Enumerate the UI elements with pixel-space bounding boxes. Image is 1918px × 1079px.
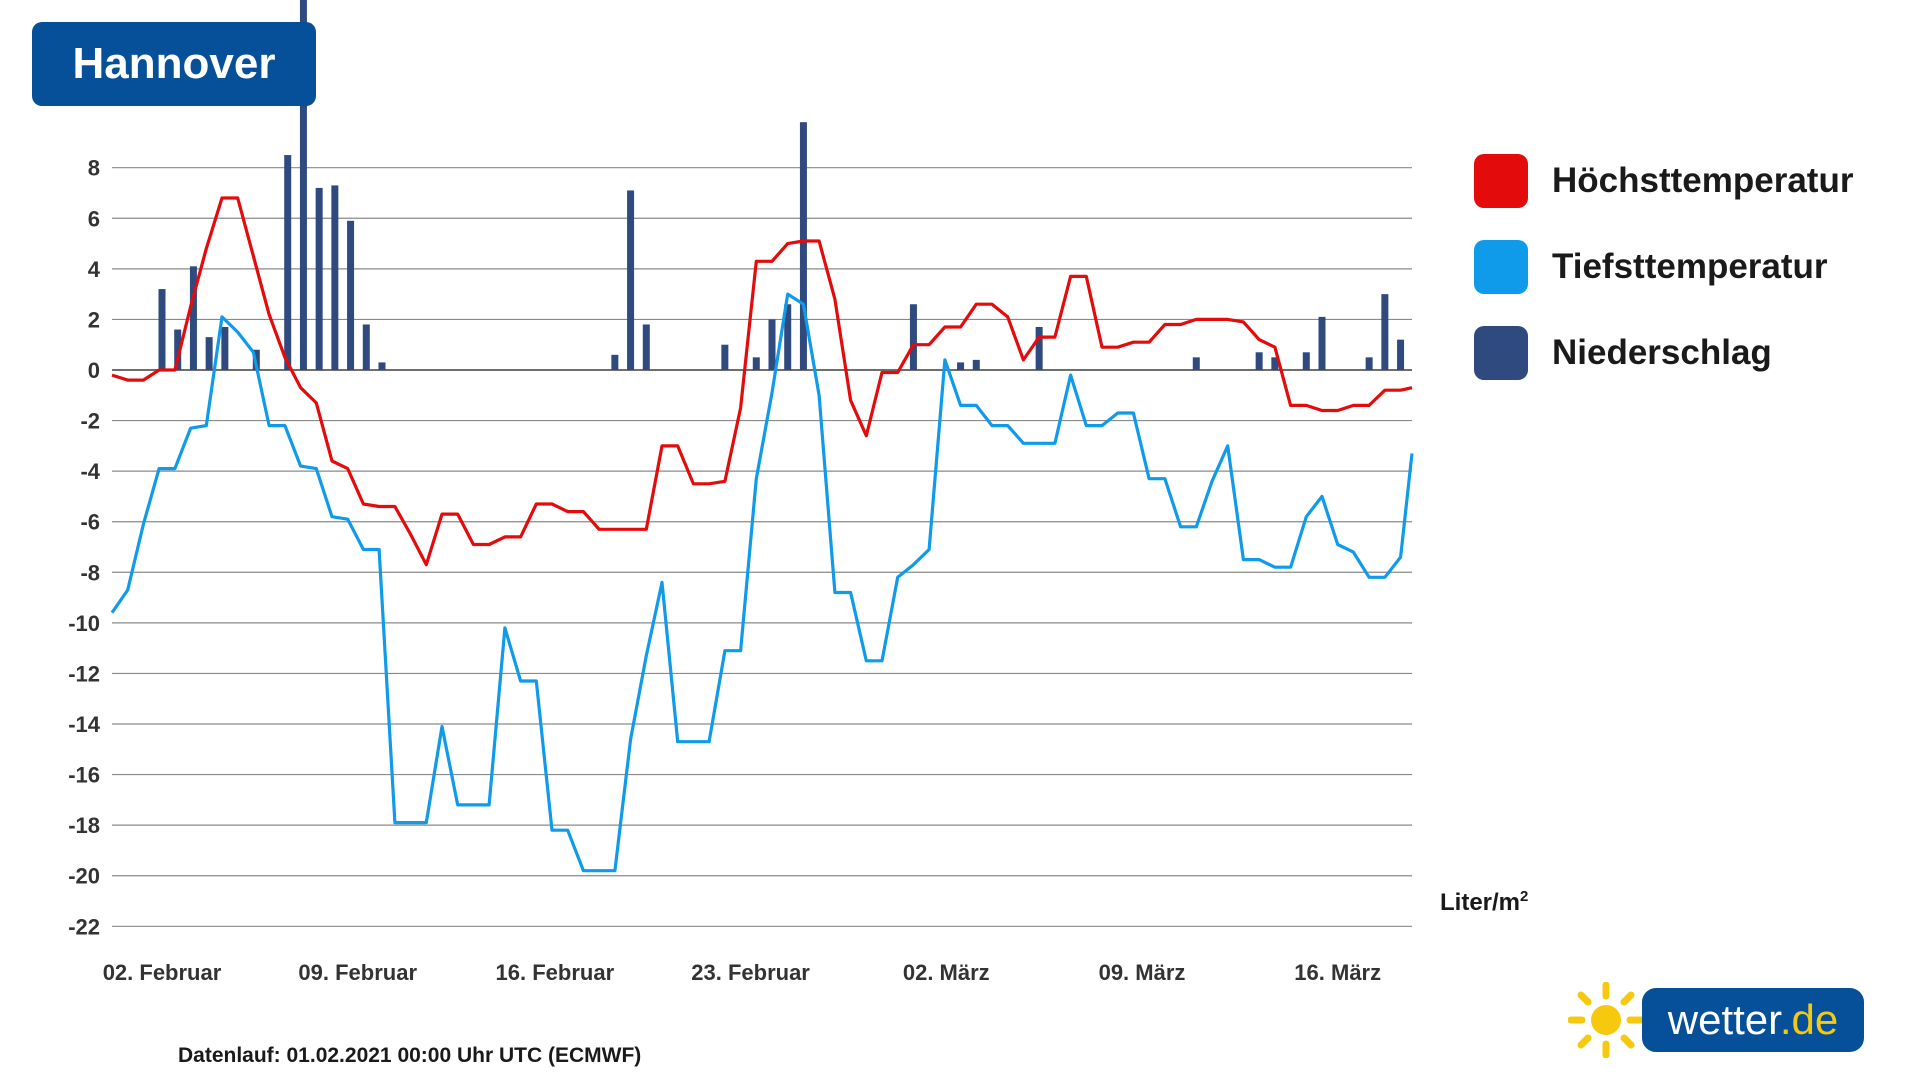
series-line	[110, 292, 1414, 873]
unit-superscript: 2	[1520, 888, 1529, 905]
y-tick-label: -22	[68, 914, 100, 939]
legend: Höchsttemperatur Tiefsttemperatur Nieder…	[1474, 138, 1853, 396]
precipitation-bar	[378, 362, 386, 370]
x-tick-label: 09. Februar	[298, 960, 417, 985]
legend-swatch-max-temp	[1474, 154, 1528, 208]
precipitation-bar	[768, 319, 776, 370]
precipitation-bar	[174, 329, 182, 370]
y-tick-label: 4	[88, 257, 101, 282]
precipitation-bar	[205, 337, 213, 370]
precipitation-bar	[909, 304, 917, 370]
legend-swatch-min-temp	[1474, 240, 1528, 294]
precipitation-bar	[784, 304, 792, 370]
y-tick-label: 8	[88, 156, 100, 181]
precipitation-bar	[347, 220, 355, 370]
y-tick-label: -18	[68, 813, 100, 838]
y-tick-label: -14	[68, 712, 101, 737]
legend-label: Höchsttemperatur	[1552, 161, 1854, 200]
precipitation-bar	[752, 357, 760, 370]
wetter-de-logo[interactable]: wetter.de	[1568, 978, 1868, 1062]
y-tick-label: -16	[68, 763, 100, 788]
logo-suffix: .de	[1779, 996, 1839, 1043]
unit-text: Liter/m	[1440, 889, 1521, 916]
precipitation-bar	[1192, 357, 1200, 370]
series-line	[111, 196, 1413, 567]
legend-item-min-temp: Tiefsttemperatur	[1474, 224, 1853, 310]
precipitation-bar	[362, 324, 370, 370]
precipitation-bar	[1035, 327, 1043, 370]
precipitation-bar	[331, 185, 339, 370]
precipitation-bar	[611, 354, 619, 370]
x-tick-label: 16. März	[1294, 960, 1381, 985]
chart-grid	[112, 167, 1412, 927]
precipitation-bar	[957, 362, 965, 370]
legend-swatch-precipitation	[1474, 326, 1528, 380]
y-tick-label: -20	[68, 864, 100, 889]
x-tick-label: 02. Februar	[103, 960, 222, 985]
y-tick-label: 2	[88, 307, 100, 332]
precipitation-bar	[1397, 339, 1405, 370]
y-tick-label: -10	[68, 611, 100, 636]
temperature-lines	[110, 196, 1414, 873]
y-tick-label: 6	[88, 206, 100, 231]
precipitation-bar	[284, 155, 292, 370]
legend-item-precipitation: Niederschlag	[1474, 310, 1853, 396]
precipitation-bar	[1255, 352, 1263, 370]
precipitation-bar	[1318, 316, 1326, 370]
precipitation-bars	[158, 0, 1405, 370]
city-title: Hannover	[32, 22, 316, 106]
precipitation-bar	[1365, 357, 1373, 370]
precipitation-bar	[721, 344, 729, 370]
y-tick-label: -12	[68, 661, 100, 686]
y-tick-label: -4	[80, 459, 100, 484]
precipitation-bar	[627, 190, 635, 370]
legend-item-max-temp: Höchsttemperatur	[1474, 138, 1853, 224]
precipitation-bar	[642, 324, 650, 370]
x-tick-label: 16. Februar	[496, 960, 615, 985]
precipitation-bar	[189, 266, 197, 370]
data-run-footer: Datenlauf: 01.02.2021 00:00 Uhr UTC (ECM…	[178, 1044, 642, 1067]
x-tick-label: 23. Februar	[691, 960, 810, 985]
precipitation-bar	[299, 0, 307, 370]
x-axis-labels: 02. Februar 09. Februar 16. Februar 23. Feb…	[103, 960, 1381, 985]
precipitation-unit: Liter/m2	[1440, 888, 1528, 917]
legend-label: Niederschlag	[1552, 333, 1772, 372]
precipitation-bar	[315, 187, 323, 370]
precipitation-bar	[1271, 357, 1279, 370]
precipitation-bar	[1302, 352, 1310, 370]
logo-wordmark: wetter.de	[1642, 988, 1864, 1052]
legend-label: Tiefsttemperatur	[1552, 247, 1828, 286]
sun-icon	[1568, 982, 1644, 1058]
precipitation-bar	[158, 289, 166, 370]
y-tick-label: -8	[80, 560, 100, 585]
logo-text: wetter	[1667, 996, 1780, 1043]
y-tick-label: -6	[80, 510, 100, 535]
x-tick-label: 02. März	[903, 960, 990, 985]
precipitation-bar	[799, 122, 807, 370]
x-tick-label: 09. März	[1099, 960, 1186, 985]
y-tick-label: 0	[88, 358, 100, 383]
precipitation-bar	[972, 359, 980, 370]
precipitation-bar	[221, 327, 229, 370]
y-tick-label: -2	[80, 409, 100, 434]
y-axis-labels: 8 6 4 2 0 -2 -4 -6 -8 -10 -12 -14 -16 -18 -20 -22	[68, 156, 101, 940]
precipitation-bar	[1381, 294, 1389, 370]
